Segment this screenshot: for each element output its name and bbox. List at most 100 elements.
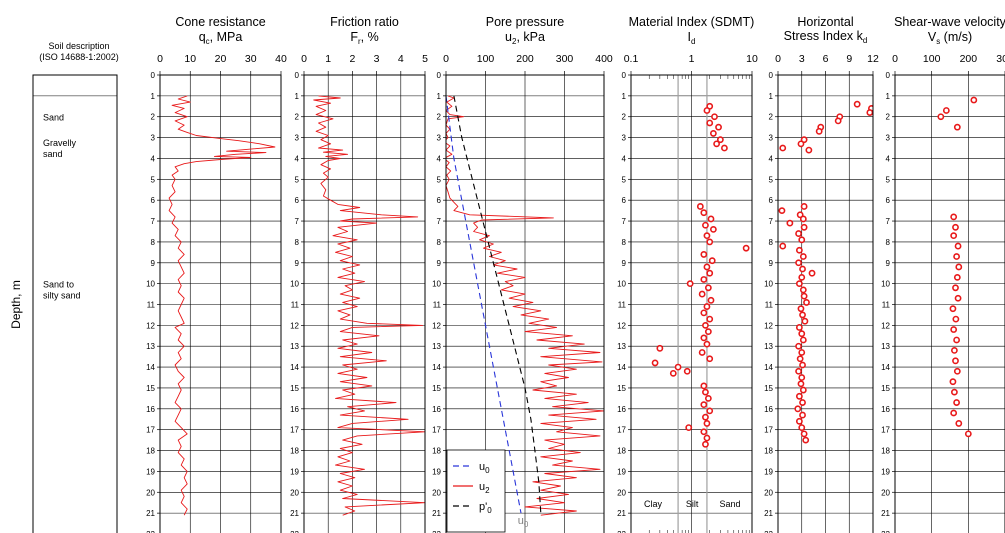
depth-tick-label: 11 [433,301,442,310]
data-point [799,311,806,319]
depth-tick-label: 3 [769,134,774,143]
panel-title: Cone resistance [175,15,265,29]
data-point [795,259,802,267]
panel-data [937,96,978,438]
depth-tick-label: 17 [764,426,773,435]
data-point [803,299,810,306]
depth-tick-label: 8 [886,238,891,247]
depth-tick-label: 20 [764,488,773,497]
legend-box [446,449,506,533]
x-tick-label: 6 [823,53,829,65]
depth-tick-label: 17 [432,426,441,435]
data-point [651,359,659,367]
data-point [801,317,809,325]
data-point [704,394,712,402]
depth-tick-label: 14 [290,363,299,372]
data-point [685,424,693,431]
depth-tick-label: 17 [290,426,299,435]
data-point [952,284,959,292]
data-point [798,349,806,356]
depth-tick-label: 2 [886,113,891,122]
depth-tick-label: 22 [146,530,155,533]
data-point [700,428,708,436]
data-point [798,374,806,381]
panel-frame [777,74,874,533]
x-tick-label: 200 [960,53,978,65]
depth-tick-label: 12 [432,321,441,330]
data-point [798,273,806,281]
depth-tick-label: 14 [432,363,441,372]
depth-tick-label: 8 [437,238,442,247]
data-point [800,292,808,300]
depth-tick-label: 4 [622,154,627,163]
depth-tick-label: 4 [151,154,156,163]
depth-tick-label: 15 [432,384,441,393]
depth-tick-label: 16 [432,405,441,414]
depth-tick-label: 11 [618,301,627,310]
panel-1 [301,71,426,533]
panel-axis-label: Vs (m/s) [928,30,972,46]
x-tick-label: 3 [799,53,805,65]
depth-tick-label: 6 [295,196,300,205]
depth-tick-label: 16 [146,405,155,414]
data-point [778,207,786,215]
depth-tick-label: 18 [146,447,155,456]
depth-tick-label: 12 [146,321,155,330]
data-point [795,392,803,400]
depth-tick-label: 7 [295,217,300,226]
depth-tick-label: 5 [295,175,300,184]
depth-tick-label: 14 [881,363,890,372]
depth-tick-label: 18 [881,447,890,456]
data-point [834,117,842,125]
data-point [952,315,960,323]
panel-frame [445,74,605,533]
data-point [954,294,962,302]
data-point [798,330,806,338]
data-point [952,357,959,365]
depth-tick-label: 5 [437,175,442,184]
data-point [795,342,802,350]
depth-tick-label: 2 [437,113,442,122]
data-point [795,230,802,237]
depth-tick-label: 1 [151,92,156,101]
data-point [942,107,950,114]
data-point [800,223,808,231]
panel-frame [894,74,1005,533]
data-point [853,100,861,108]
soil-layer-label: Gravelly [43,138,77,148]
data-point [703,420,711,427]
data-point [949,305,957,313]
depth-tick-label: 2 [622,113,627,122]
series-line-u2 [446,95,604,516]
series-line-p'0 [453,95,542,514]
x-tick-label: 0.1 [624,53,639,65]
soil-layer-label: silty sand [43,291,81,301]
depth-tick-label: 9 [622,259,627,268]
data-point [795,246,803,254]
x-tick-label: 40 [275,53,287,65]
depth-tick-label: 6 [622,196,627,205]
data-point [795,280,803,288]
depth-tick-label: 16 [290,405,299,414]
data-point [702,221,709,229]
depth-tick-label: 15 [881,384,890,393]
data-point [953,399,960,406]
panel-title: Horizontal [797,15,853,29]
depth-tick-label: 10 [764,280,773,289]
panel-frame [303,74,426,533]
panel-data [446,95,604,516]
depth-tick-label: 16 [617,405,626,414]
data-point [953,253,960,260]
x-tick-label: 3 [374,53,380,65]
depth-tick-label: 4 [769,154,774,163]
depth-tick-label: 10 [290,280,299,289]
depth-tick-label: 19 [432,467,441,476]
depth-tick-label: 13 [432,342,441,351]
depth-tick-label: 21 [290,509,299,518]
depth-tick-label: 0 [295,71,300,80]
data-point [706,238,714,246]
depth-tick-label: 20 [881,488,890,497]
panel-title: Material Index (SDMT) [629,15,755,29]
data-point [797,380,805,388]
data-point [703,340,711,348]
